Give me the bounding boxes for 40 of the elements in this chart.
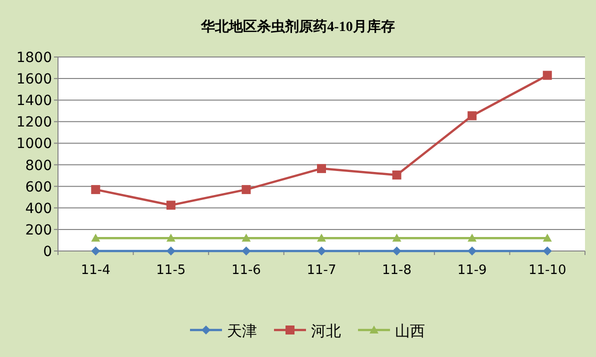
point: [468, 111, 477, 120]
legend-label: 河北: [311, 322, 341, 340]
point: [542, 70, 552, 80]
x-tick-label: 11-7: [306, 263, 336, 278]
y-tick-label: 1200: [16, 114, 52, 131]
point: [468, 234, 477, 242]
x-tick-label: 11-6: [231, 263, 261, 278]
legend-label: 山西: [395, 322, 425, 340]
point: [392, 246, 402, 256]
point: [242, 234, 251, 242]
point: [317, 234, 326, 242]
point: [392, 234, 402, 242]
x-tick-label: 11-8: [382, 263, 412, 278]
x-tick-label: 11-10: [528, 263, 566, 278]
point: [542, 234, 552, 242]
point: [392, 170, 402, 180]
y-tick-label: 0: [43, 244, 52, 260]
y-tick-label: 1800: [16, 50, 52, 66]
x-tick-label: 11-9: [457, 263, 487, 278]
point: [91, 185, 100, 194]
point: [317, 164, 326, 174]
point: [91, 246, 100, 256]
x-tick-label: 11-5: [156, 263, 186, 278]
y-tick-label: 1600: [16, 72, 52, 88]
y-tick-label: 1400: [16, 93, 52, 110]
point: [242, 185, 251, 194]
y-tick-label: 600: [25, 179, 52, 196]
point: [242, 246, 251, 256]
y-tick-label: 400: [25, 200, 52, 217]
point: [166, 200, 176, 210]
x-tick-label: 11-4: [80, 263, 110, 278]
point: [542, 246, 552, 256]
y-tick-label: 200: [25, 222, 52, 238]
legend-label: 天津: [227, 322, 257, 340]
point: [317, 246, 326, 256]
y-tick-label: 1000: [16, 136, 52, 152]
chart-title: 华北地区杀虫剂原药4-10月库存: [200, 18, 395, 35]
point: [166, 234, 176, 242]
point: [91, 234, 100, 242]
y-tick-label: 800: [25, 158, 52, 174]
